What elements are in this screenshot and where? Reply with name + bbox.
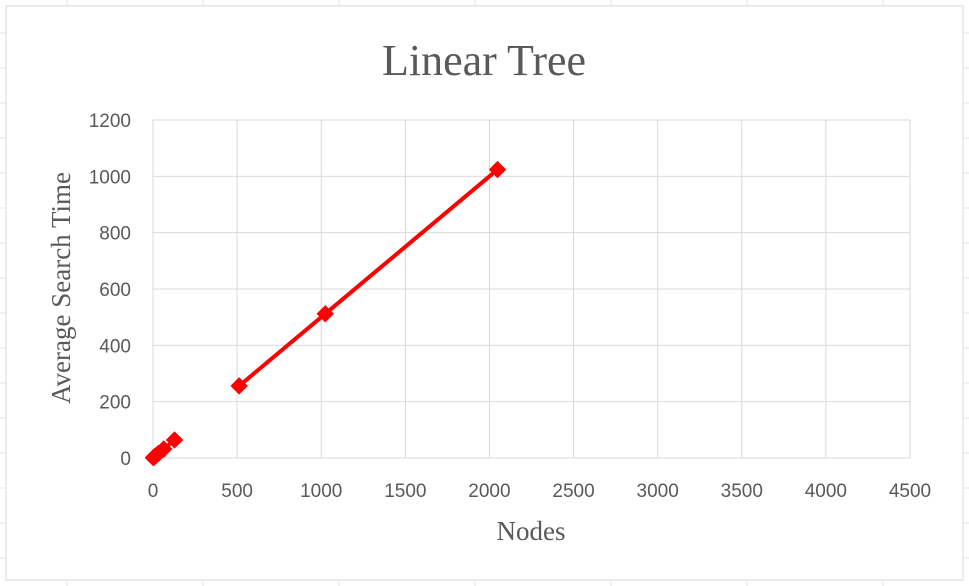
data-point-marker[interactable] — [165, 431, 184, 449]
y-tick-label: 800 — [99, 224, 131, 245]
y-tick-label: 1200 — [89, 111, 131, 132]
data-point-marker[interactable] — [488, 160, 507, 179]
y-tick-label: 200 — [99, 393, 131, 414]
chart-area[interactable] — [5, 5, 964, 581]
data-series — [144, 160, 507, 467]
x-axis-title: Nodes — [497, 516, 566, 546]
x-axis-tick-labels: 0 500 1000 1500 2000 2500 3000 3500 4000 4500 — [148, 481, 931, 502]
y-tick-label: 600 — [99, 280, 131, 301]
x-tick-label: 2000 — [468, 481, 510, 502]
x-tick-label: 2500 — [552, 481, 594, 502]
x-tick-label: 1500 — [384, 481, 426, 502]
y-axis-tick-labels: 0 200 400 600 800 1000 1200 — [89, 111, 131, 470]
plot-gridlines — [152, 119, 911, 459]
x-tick-label: 4000 — [805, 481, 847, 502]
chart-title: Linear Tree — [382, 36, 586, 85]
x-tick-label: 500 — [221, 481, 253, 502]
y-tick-label: 0 — [120, 449, 131, 470]
x-tick-label: 4500 — [889, 481, 931, 502]
data-point-marker[interactable] — [155, 440, 173, 458]
y-tick-label: 1000 — [89, 167, 131, 188]
x-tick-label: 1000 — [300, 481, 342, 502]
y-axis-title: Average Search Time — [46, 172, 76, 404]
data-point-marker[interactable] — [230, 377, 248, 395]
data-point-marker[interactable] — [316, 305, 334, 323]
y-tick-label: 400 — [99, 336, 131, 357]
x-tick-label: 3000 — [637, 481, 679, 502]
x-tick-label: 0 — [148, 481, 159, 502]
x-tick-label: 3500 — [721, 481, 763, 502]
